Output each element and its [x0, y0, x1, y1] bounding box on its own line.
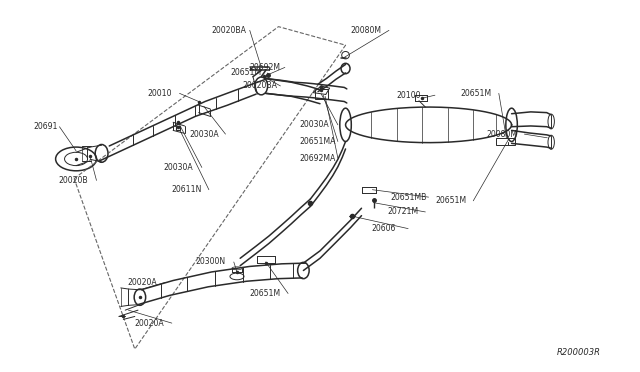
Text: 20692M: 20692M: [250, 63, 281, 72]
Text: 20692MA: 20692MA: [300, 154, 336, 163]
Text: 20300N: 20300N: [195, 257, 225, 266]
Text: 20691: 20691: [34, 122, 58, 131]
Text: 20721M: 20721M: [388, 208, 419, 217]
Text: 20651M: 20651M: [435, 196, 466, 205]
Text: 20010: 20010: [148, 89, 172, 98]
Text: 20020BA: 20020BA: [242, 81, 277, 90]
Text: 20020B: 20020B: [58, 176, 88, 185]
Text: 20020A: 20020A: [127, 278, 157, 287]
Text: 20606: 20606: [371, 224, 396, 233]
Text: R200003R: R200003R: [556, 348, 600, 357]
Text: 20020A: 20020A: [135, 319, 164, 328]
Text: 20651MA: 20651MA: [300, 137, 336, 146]
Text: 20080M: 20080M: [486, 129, 517, 139]
Text: 20611N: 20611N: [172, 185, 202, 194]
Text: 20651MB: 20651MB: [390, 193, 427, 202]
Text: 20651M: 20651M: [461, 89, 492, 98]
Text: 20030A: 20030A: [189, 129, 219, 139]
Text: 20020BA: 20020BA: [211, 26, 246, 35]
Text: 20651M: 20651M: [250, 289, 281, 298]
Text: 20030A: 20030A: [300, 121, 329, 129]
Text: 20651M: 20651M: [230, 68, 262, 77]
Text: 20030A: 20030A: [164, 163, 193, 172]
Text: 20080M: 20080M: [351, 26, 381, 35]
Text: 20100: 20100: [397, 91, 421, 100]
